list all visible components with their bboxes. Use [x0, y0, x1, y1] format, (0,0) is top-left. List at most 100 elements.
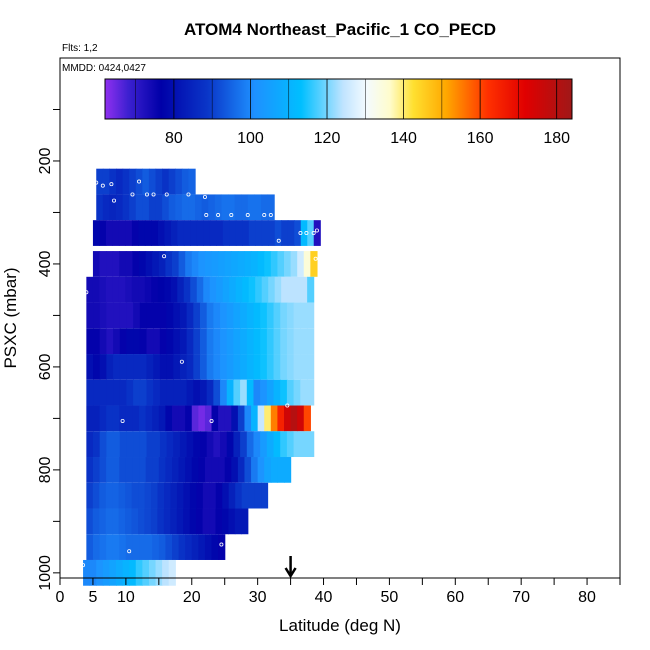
heatmap-cell — [138, 482, 146, 509]
heatmap-cell — [92, 405, 101, 432]
heatmap-cell — [257, 251, 265, 277]
heatmap-cell — [159, 354, 168, 380]
heatmap-cell — [179, 379, 188, 406]
x-tick-label: 10 — [117, 589, 135, 606]
heatmap-cell — [99, 354, 108, 380]
heatmap-cell — [191, 534, 199, 560]
heatmap-cell — [132, 251, 140, 277]
sample-point — [137, 179, 142, 184]
heatmap-cell — [226, 302, 235, 329]
x-tick-label: 30 — [249, 589, 267, 606]
heatmap-cell — [264, 251, 272, 277]
heatmap-layer — [83, 168, 321, 586]
heatmap-cell — [139, 328, 148, 355]
heatmap-cell — [106, 379, 114, 406]
heatmap-cell — [209, 508, 217, 535]
heatmap-cell — [113, 328, 121, 355]
heatmap-cell — [226, 354, 235, 380]
heatmap-cell — [244, 251, 252, 277]
axes: 0 5 10 20 30 40 50 60 70 80 200 400 600 800 1000 — [37, 108, 621, 606]
heatmap-cell — [86, 431, 94, 458]
heatmap-cell — [118, 508, 126, 535]
heatmap-cell — [206, 328, 214, 355]
heatmap-cell — [235, 220, 243, 246]
heatmap-cell — [162, 194, 170, 221]
heatmap-cell — [260, 302, 268, 329]
heatmap-cell — [260, 328, 268, 355]
heatmap-cell — [138, 276, 146, 303]
heatmap-cell — [306, 379, 315, 406]
heatmap-cell — [287, 276, 295, 303]
heatmap-cell — [193, 379, 201, 406]
heatmap-cell — [144, 276, 152, 303]
colorbar-tick-label: 160 — [467, 130, 494, 147]
heatmap-cell — [281, 276, 289, 303]
x-tick-label: 70 — [512, 589, 530, 606]
heatmap-cell — [202, 482, 210, 509]
colorbar-gradient — [104, 78, 573, 120]
heatmap-cell — [273, 379, 281, 406]
heatmap-cell — [274, 220, 282, 246]
heatmap-cell — [92, 251, 101, 277]
colorbar-tick-label: 80 — [165, 130, 183, 147]
heatmap-cell — [234, 194, 242, 221]
heatmap-cell — [173, 302, 181, 329]
heatmap-cell — [313, 220, 321, 246]
sample-point — [84, 290, 89, 295]
heatmap-cell — [164, 220, 172, 246]
heatmap-cell — [96, 168, 104, 195]
heatmap-cell — [284, 405, 292, 432]
heatmap-cell — [300, 379, 308, 406]
heatmap-cell — [92, 220, 101, 246]
heatmap-cell — [139, 354, 148, 380]
heatmap-cell — [112, 220, 120, 246]
heatmap-cell — [257, 457, 265, 483]
heatmap-cell — [200, 354, 208, 380]
sample-point — [179, 359, 184, 364]
heatmap-cell — [106, 251, 114, 277]
heatmap-cell — [280, 328, 288, 355]
heatmap-cell — [106, 302, 114, 329]
heatmap-cell — [112, 482, 120, 509]
heatmap-cell — [125, 405, 134, 432]
colorbar-tick-label: 100 — [237, 130, 264, 147]
heatmap-cell — [168, 559, 176, 586]
heatmap-cell — [164, 482, 172, 509]
heatmap-cell — [177, 220, 185, 246]
heatmap-cell — [132, 405, 140, 432]
heatmap-cell — [119, 379, 128, 406]
heatmap-cell — [122, 559, 130, 586]
heatmap-cell — [191, 251, 199, 277]
heatmap-cell — [166, 379, 174, 406]
heatmap-cell — [86, 482, 94, 509]
heatmap-cell — [273, 328, 281, 355]
heatmap-cell — [119, 431, 128, 458]
heatmap-cell — [300, 220, 308, 246]
heatmap-cell — [280, 302, 288, 329]
heatmap-cell — [99, 508, 107, 535]
heatmap-cell — [233, 302, 241, 329]
heatmap-cell — [290, 251, 298, 277]
heatmap-cell — [86, 405, 94, 432]
heatmap-cell — [109, 194, 117, 221]
heatmap-cell — [183, 508, 191, 535]
heatmap-cell — [186, 354, 194, 380]
heatmap-cell — [153, 379, 161, 406]
heatmap-cell — [297, 251, 305, 277]
dates-note: MMDD: 0424,0427 — [62, 63, 146, 74]
heatmap-cell — [191, 457, 199, 483]
sample-point — [216, 213, 221, 218]
heatmap-cell — [113, 431, 121, 458]
heatmap-cell — [281, 220, 289, 246]
heatmap-cell — [125, 534, 134, 560]
heatmap-cell — [213, 379, 221, 406]
heatmap-cell — [218, 534, 226, 560]
colorbar-tick-label: 180 — [543, 130, 570, 147]
heatmap-cell — [131, 220, 139, 246]
heatmap-cell — [99, 276, 107, 303]
heatmap-cell — [99, 251, 107, 277]
sample-point — [81, 563, 86, 568]
heatmap-cell — [193, 431, 201, 458]
x-tick-label: 50 — [381, 589, 399, 606]
